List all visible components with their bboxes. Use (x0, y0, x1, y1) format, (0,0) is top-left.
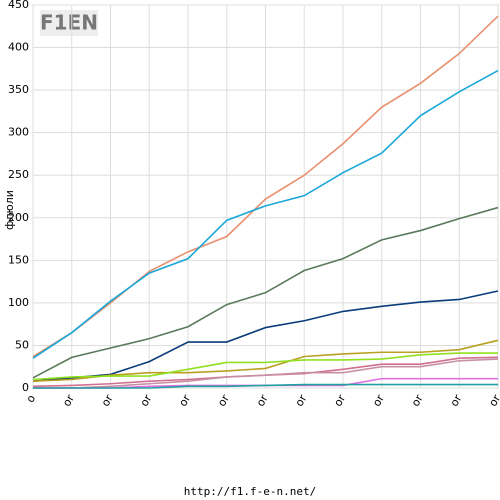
y-axis-label: флюли (3, 190, 16, 230)
x-tick-label: or (486, 392, 500, 409)
logo-bg (40, 10, 98, 36)
series-line (32, 15, 499, 358)
x-tick-label: or (293, 392, 310, 409)
logo: F1EN (40, 11, 98, 35)
y-tick-label: 350 (8, 83, 29, 96)
y-tick-label: 450 (8, 0, 29, 11)
x-tick-label: or (409, 392, 426, 409)
series-line (32, 352, 498, 381)
y-tick-label: 200 (8, 211, 29, 224)
y-tick-label: 0 (22, 381, 29, 394)
x-tick-label: o (24, 392, 39, 405)
y-tick-label: 400 (8, 41, 29, 54)
y-tick-label: 50 (15, 338, 29, 351)
y-tick-label: 300 (8, 126, 29, 139)
x-tick-label: or (370, 392, 387, 409)
y-tick-label: 150 (8, 253, 29, 266)
x-tick-label: or (254, 392, 271, 409)
footer: http://f1.f-e-n.net/ (184, 485, 316, 498)
x-tick-label: or (331, 392, 348, 409)
y-tick-label: 250 (8, 168, 29, 181)
series-line (32, 290, 499, 382)
x-tick-label: or (99, 392, 116, 409)
series-line (32, 206, 499, 379)
x-tick-label: or (215, 392, 232, 409)
y-tick-label: 100 (8, 296, 29, 309)
series-line (33, 358, 499, 389)
series-line (32, 339, 499, 382)
series-line (32, 69, 499, 359)
x-tick-label: or (60, 392, 77, 409)
x-tick-label: or (138, 392, 155, 409)
x-tick-label: or (176, 392, 193, 409)
series-line (33, 383, 498, 389)
x-tick-label: or (448, 392, 465, 409)
